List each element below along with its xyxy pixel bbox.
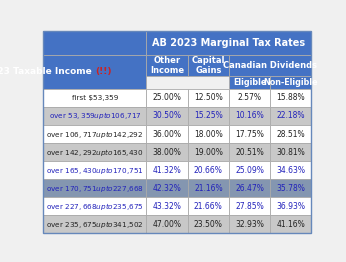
Bar bbox=[188, 89, 229, 107]
Bar bbox=[229, 76, 270, 89]
Bar bbox=[270, 143, 311, 161]
Text: first $53,359: first $53,359 bbox=[72, 95, 118, 101]
Bar bbox=[229, 215, 270, 233]
Bar bbox=[146, 107, 188, 125]
Text: 25.00%: 25.00% bbox=[153, 94, 182, 102]
Bar bbox=[146, 31, 311, 55]
Bar bbox=[229, 125, 270, 143]
Bar bbox=[188, 197, 229, 215]
Text: 30.50%: 30.50% bbox=[153, 112, 182, 121]
Text: 17.75%: 17.75% bbox=[235, 129, 264, 139]
Text: 18.00%: 18.00% bbox=[194, 129, 223, 139]
Bar bbox=[229, 161, 270, 179]
Text: over $165,430 up to $170,751: over $165,430 up to $170,751 bbox=[46, 165, 144, 176]
Bar bbox=[188, 55, 229, 76]
Bar bbox=[270, 179, 311, 197]
Bar bbox=[270, 197, 311, 215]
Text: Eligible: Eligible bbox=[233, 78, 266, 87]
Bar bbox=[188, 161, 229, 179]
Text: 2023 Taxable Income: 2023 Taxable Income bbox=[0, 67, 95, 76]
Text: 25.09%: 25.09% bbox=[235, 166, 264, 174]
Bar bbox=[270, 107, 311, 125]
Bar bbox=[229, 143, 270, 161]
Bar bbox=[146, 179, 188, 197]
Text: 2.57%: 2.57% bbox=[238, 94, 262, 102]
Bar bbox=[146, 55, 188, 76]
Bar bbox=[146, 197, 188, 215]
Text: 41.16%: 41.16% bbox=[276, 220, 305, 229]
Text: 20.51%: 20.51% bbox=[235, 148, 264, 156]
Text: 12.50%: 12.50% bbox=[194, 94, 223, 102]
Text: 38.00%: 38.00% bbox=[153, 148, 182, 156]
Bar bbox=[270, 125, 311, 143]
Text: 30.81%: 30.81% bbox=[276, 148, 305, 156]
Text: 19.00%: 19.00% bbox=[194, 148, 223, 156]
Text: Non-Eligible: Non-Eligible bbox=[263, 78, 318, 87]
Text: 41.32%: 41.32% bbox=[153, 166, 181, 174]
Text: (!!): (!!) bbox=[95, 67, 111, 76]
Bar bbox=[188, 179, 229, 197]
Bar bbox=[43, 179, 146, 197]
Bar bbox=[270, 161, 311, 179]
Text: 34.63%: 34.63% bbox=[276, 166, 305, 174]
Text: 20.66%: 20.66% bbox=[194, 166, 223, 174]
Text: 27.85%: 27.85% bbox=[235, 202, 264, 211]
Bar bbox=[188, 107, 229, 125]
Bar bbox=[43, 107, 146, 125]
Text: over $106,717 up to $142,292: over $106,717 up to $142,292 bbox=[46, 129, 144, 139]
Bar bbox=[43, 143, 146, 161]
Text: 23.50%: 23.50% bbox=[194, 220, 223, 229]
Bar bbox=[43, 89, 146, 107]
Text: 43.32%: 43.32% bbox=[153, 202, 182, 211]
Text: 10.16%: 10.16% bbox=[235, 112, 264, 121]
Text: Canadian Dividends: Canadian Dividends bbox=[223, 61, 317, 70]
Text: over $227,668 up to $235,675: over $227,668 up to $235,675 bbox=[46, 201, 144, 212]
Bar bbox=[229, 89, 270, 107]
Text: over $170,751 up to $227,668: over $170,751 up to $227,668 bbox=[46, 183, 144, 194]
Bar bbox=[188, 125, 229, 143]
Text: Capital
Gains: Capital Gains bbox=[192, 56, 225, 75]
Text: 42.32%: 42.32% bbox=[153, 184, 181, 193]
Text: 15.25%: 15.25% bbox=[194, 112, 223, 121]
Bar bbox=[146, 89, 188, 107]
Bar bbox=[229, 55, 311, 76]
Text: 32.93%: 32.93% bbox=[235, 220, 264, 229]
Bar bbox=[43, 215, 146, 233]
Text: 35.78%: 35.78% bbox=[276, 184, 305, 193]
Text: 26.47%: 26.47% bbox=[235, 184, 264, 193]
Bar bbox=[270, 89, 311, 107]
Bar bbox=[43, 197, 146, 215]
Bar bbox=[146, 215, 188, 233]
Text: over $235,675 up to $341,502: over $235,675 up to $341,502 bbox=[46, 219, 144, 230]
Bar bbox=[270, 76, 311, 89]
Bar bbox=[188, 215, 229, 233]
Bar bbox=[43, 31, 146, 55]
Bar bbox=[146, 125, 188, 143]
Bar bbox=[270, 215, 311, 233]
Bar bbox=[43, 125, 146, 143]
Bar bbox=[146, 143, 188, 161]
Bar bbox=[146, 161, 188, 179]
Text: 47.00%: 47.00% bbox=[153, 220, 182, 229]
Text: 21.16%: 21.16% bbox=[194, 184, 222, 193]
Bar bbox=[43, 55, 146, 89]
Text: over $53,359 up to $106,717: over $53,359 up to $106,717 bbox=[48, 111, 141, 122]
Bar bbox=[229, 197, 270, 215]
Text: 21.66%: 21.66% bbox=[194, 202, 223, 211]
Text: 36.93%: 36.93% bbox=[276, 202, 305, 211]
Bar bbox=[43, 161, 146, 179]
Text: AB 2023 Marginal Tax Rates: AB 2023 Marginal Tax Rates bbox=[152, 38, 306, 48]
Text: over $142,292 up to $165,430: over $142,292 up to $165,430 bbox=[46, 146, 144, 157]
Text: 22.18%: 22.18% bbox=[276, 112, 305, 121]
Text: 36.00%: 36.00% bbox=[153, 129, 182, 139]
Bar bbox=[229, 179, 270, 197]
Text: 15.88%: 15.88% bbox=[276, 94, 305, 102]
Text: 28.51%: 28.51% bbox=[276, 129, 305, 139]
Text: Other
Income: Other Income bbox=[150, 56, 184, 75]
Bar bbox=[229, 107, 270, 125]
Bar bbox=[188, 143, 229, 161]
